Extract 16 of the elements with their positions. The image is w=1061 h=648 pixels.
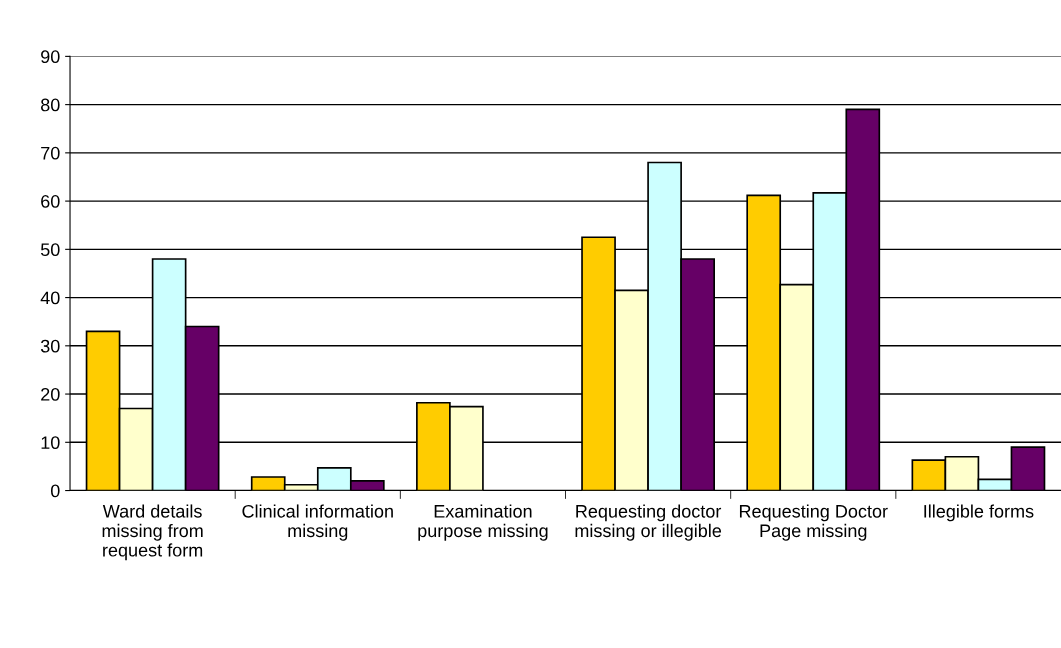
y-tick-label: 30 (40, 339, 60, 353)
y-tick-label: 20 (41, 387, 60, 401)
x-tick-label: Ward details missing from request form (102, 504, 203, 561)
y-tick-label: 80 (41, 98, 60, 112)
y-tick-label: 50 (40, 243, 60, 257)
x-tick-label: Requesting doctor missing or illegible (575, 504, 722, 541)
x-tick-label: Illegible forms (924, 504, 1034, 522)
y-tick-label: 70 (41, 146, 60, 160)
x-tick-label: Requesting Doctor Page missing (739, 504, 888, 541)
y-tick-label: 10 (41, 436, 60, 450)
y-tick-label: 90 (41, 50, 60, 64)
x-tick-label: Examination purpose missing (418, 504, 548, 541)
y-tick-label: 40 (40, 291, 60, 305)
y-tick-label: 60 (41, 195, 60, 208)
x-tick-label: Clinical information missing (242, 504, 393, 541)
y-tick-label: 0 (50, 484, 60, 498)
